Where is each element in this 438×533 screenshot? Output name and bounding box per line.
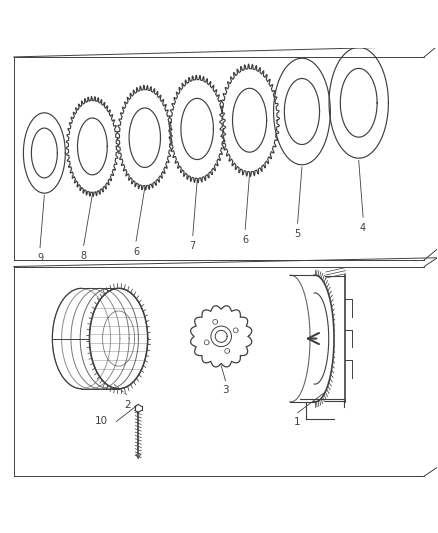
Text: 2: 2 — [124, 400, 131, 410]
Text: 5: 5 — [294, 229, 301, 239]
Text: 3: 3 — [222, 385, 229, 395]
Text: 1: 1 — [294, 417, 301, 427]
Text: 6: 6 — [242, 235, 248, 245]
Text: 4: 4 — [360, 223, 366, 233]
Text: 9: 9 — [37, 253, 43, 263]
Text: 6: 6 — [133, 247, 139, 257]
Text: 10: 10 — [95, 416, 108, 426]
Text: 7: 7 — [190, 241, 196, 251]
Text: 8: 8 — [81, 251, 87, 261]
